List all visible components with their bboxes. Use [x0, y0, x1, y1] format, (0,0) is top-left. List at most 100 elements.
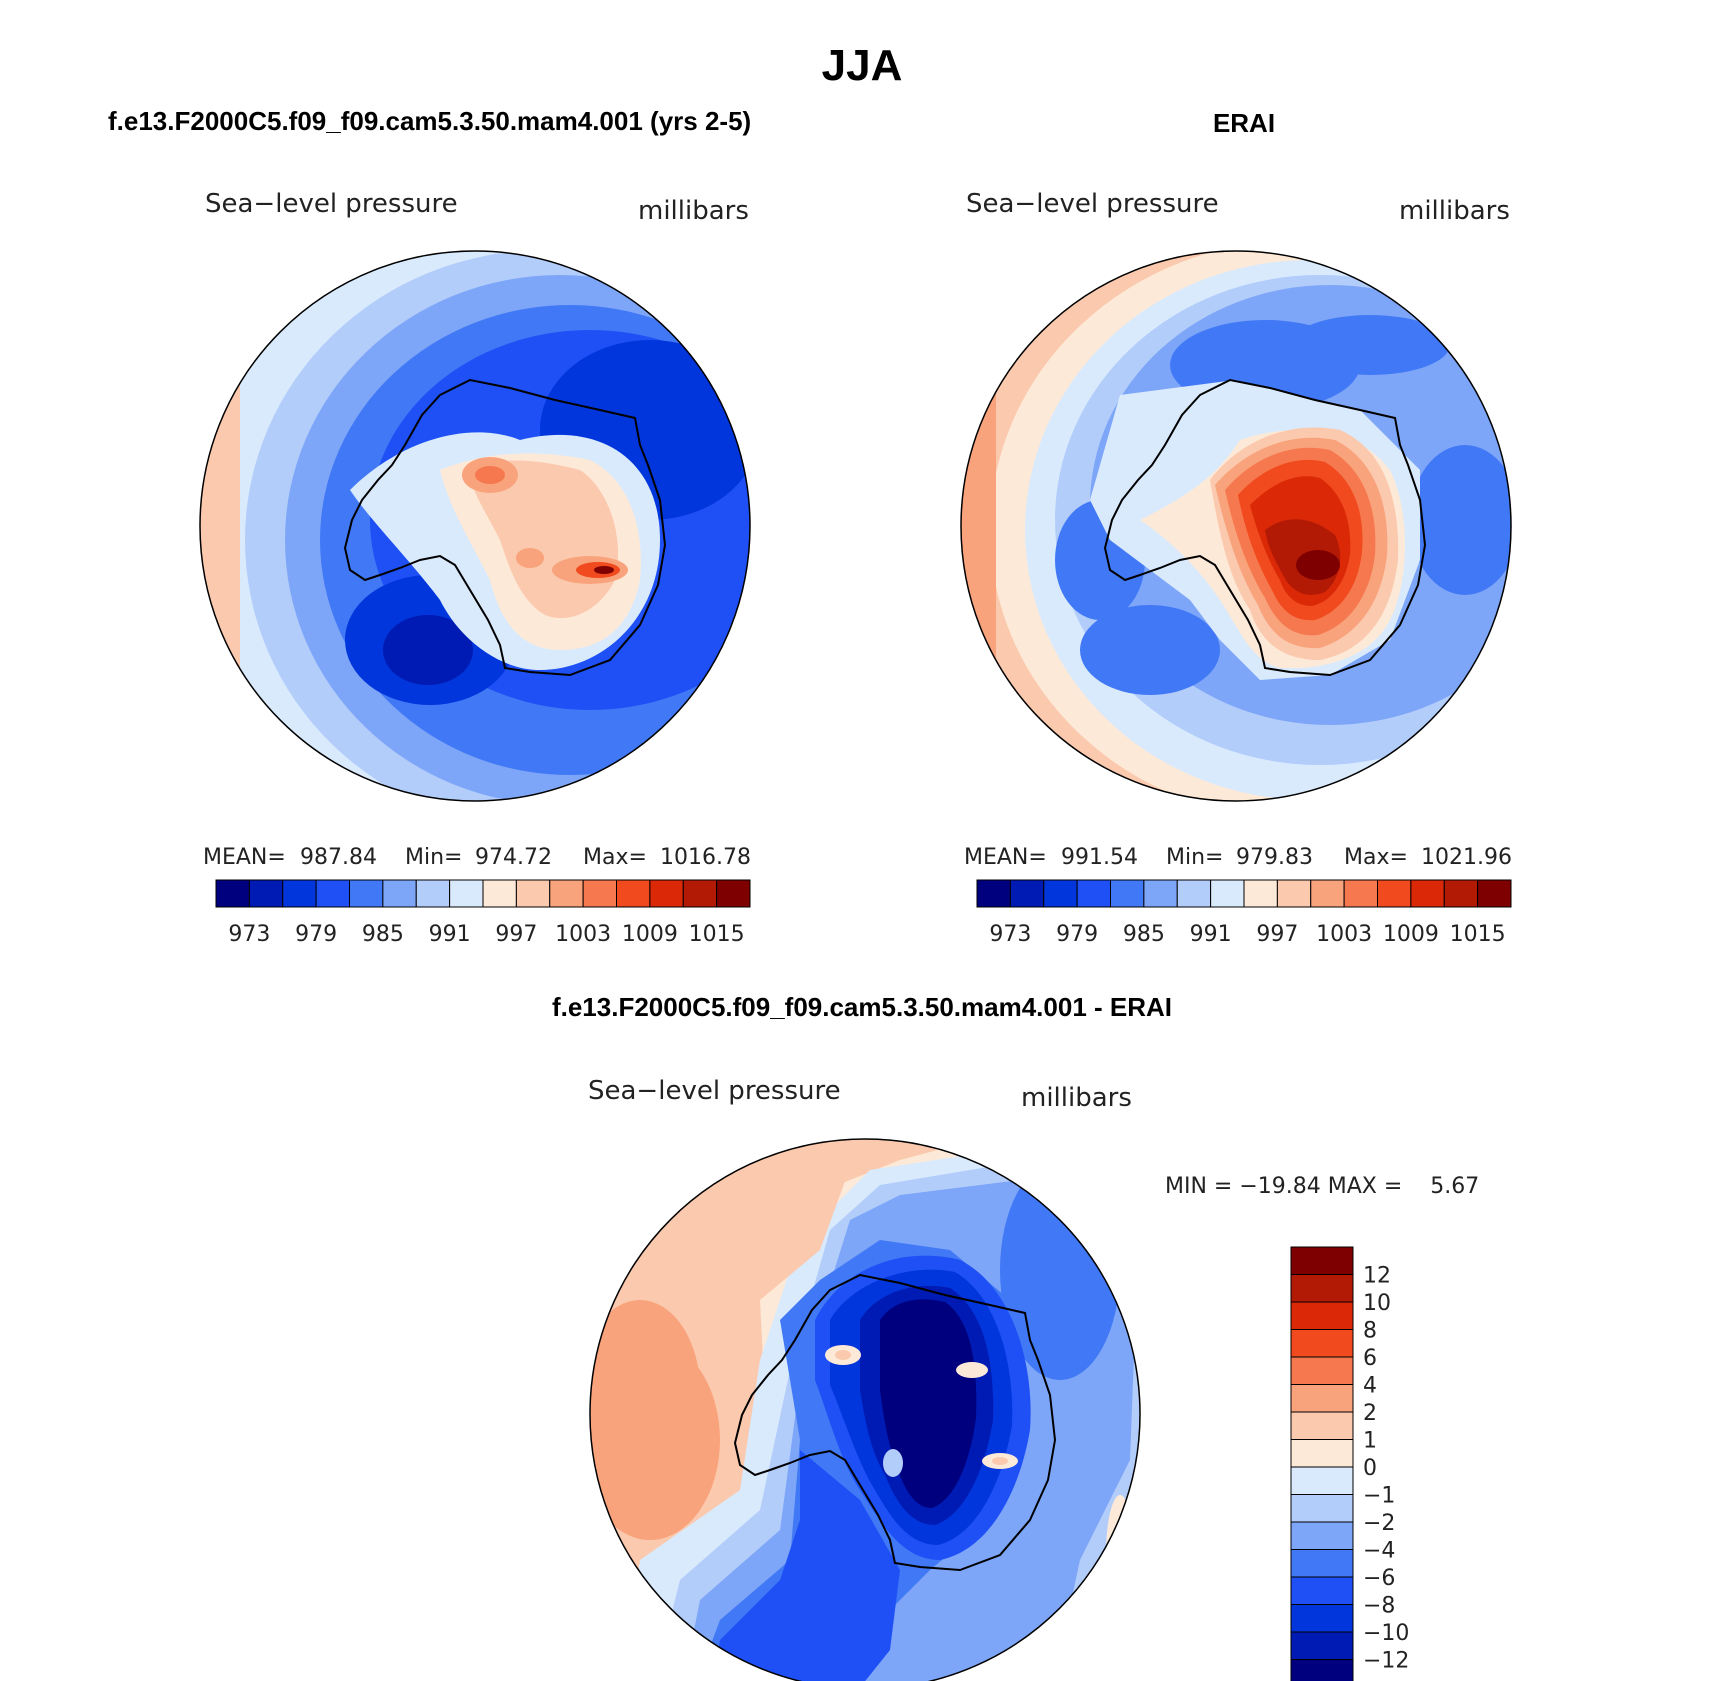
panel-difference: f.e13.F2000C5.f09_f09.cam5.3.50.mam4.001… — [552, 992, 1479, 1681]
colorbar-swatch — [1290, 1631, 1354, 1660]
antarctica-coastline — [1103, 378, 1427, 677]
stat-min-value: 974.72 — [475, 845, 552, 870]
colorbar-swatch — [415, 879, 451, 908]
contour-band — [594, 566, 614, 574]
colorbar-tick-label: −10 — [1363, 1621, 1409, 1646]
colorbar-swatch — [1290, 1466, 1354, 1495]
panel-diff-range: MIN = −19.84 MAX = 5.67 — [1165, 1174, 1479, 1199]
colorbar-swatch — [248, 879, 284, 908]
contour-band — [1106, 1495, 1134, 1615]
page-title: JJA — [822, 41, 903, 90]
colorbar-swatch — [1076, 879, 1111, 908]
colorbar-swatch — [1110, 879, 1145, 908]
colorbar-tick-label: −12 — [1363, 1649, 1409, 1674]
panel-model-left-label: Sea−level pressure — [205, 189, 458, 219]
panel-model-title: f.e13.F2000C5.f09_f09.cam5.3.50.mam4.001… — [108, 106, 751, 136]
pressure-field — [961, 251, 1511, 801]
colorbar-swatch — [1377, 879, 1412, 908]
antarctica-coastline — [733, 1273, 1057, 1572]
contour-band — [516, 548, 544, 568]
colorbar-swatch — [382, 879, 417, 908]
stat-mean-label: MEAN= — [964, 845, 1047, 870]
panel-diff-left-label: Sea−level pressure — [588, 1076, 841, 1106]
colorbar-swatch — [1276, 879, 1312, 908]
stat-mean-label: MEAN= — [203, 845, 286, 870]
contour-band — [590, 1300, 700, 1480]
colorbar-swatch — [1290, 1246, 1354, 1275]
colorbar-swatch — [1290, 1411, 1354, 1440]
panel-erai-map — [961, 251, 1511, 801]
contour-band — [1290, 315, 1450, 375]
difference-field — [590, 1139, 1140, 1681]
colorbar-tick-label: −8 — [1363, 1594, 1395, 1619]
stat-max-value: 1021.96 — [1421, 845, 1512, 870]
colorbar-swatch — [1310, 879, 1345, 908]
contour-band — [475, 466, 505, 484]
stat-min-label: Min= — [1166, 845, 1223, 870]
colorbar-swatch — [1290, 1439, 1354, 1468]
colorbar-tick-label: 12 — [1363, 1264, 1391, 1289]
contour-band — [1080, 605, 1220, 695]
colorbar-swatch — [1290, 1494, 1354, 1523]
colorbar-tick-label: 973 — [228, 922, 270, 947]
colorbar-swatch — [1143, 879, 1178, 908]
map-border — [589, 1138, 1141, 1681]
colorbar-swatch — [1343, 879, 1378, 908]
colorbar-tick-label: 1 — [1363, 1429, 1377, 1454]
panel-model-map — [200, 251, 750, 801]
panel-diff-title: f.e13.F2000C5.f09_f09.cam5.3.50.mam4.001… — [552, 992, 1172, 1022]
panel-erai: ERAI Sea−level pressure millibars — [960, 108, 1512, 947]
colorbar-swatch — [1290, 1274, 1354, 1303]
colorbar-swatch — [1210, 879, 1245, 908]
colorbar-tick-label: 985 — [1123, 922, 1165, 947]
colorbar-tick-label: 4 — [1363, 1374, 1377, 1399]
colorbar-tick-label: 0 — [1363, 1456, 1377, 1481]
colorbar-swatch — [1176, 879, 1212, 908]
colorbar-swatch — [976, 879, 1011, 908]
colorbar-tick-label: 979 — [1056, 922, 1098, 947]
colorbar-swatch — [1290, 1659, 1354, 1681]
contour-band — [835, 1350, 851, 1360]
stat-mean-value: 987.84 — [300, 845, 377, 870]
colorbar-swatch — [315, 879, 350, 908]
colorbar-tick-label: 991 — [429, 922, 471, 947]
colorbar-swatch — [1410, 879, 1445, 908]
panel-model-right-label: millibars — [638, 196, 749, 226]
colorbar-swatch — [1009, 879, 1045, 908]
panel-erai-left-label: Sea−level pressure — [966, 189, 1219, 219]
colorbar-model: 973 979 985 991 997 1003 1009 1015 — [215, 879, 751, 947]
map-border — [960, 250, 1512, 802]
contour-band — [200, 251, 240, 801]
colorbar-swatch — [482, 879, 517, 908]
colorbar-swatch — [649, 879, 684, 908]
colorbar-tick-label: 1015 — [689, 922, 745, 947]
pressure-field — [200, 251, 750, 801]
colorbar-swatch — [215, 879, 250, 908]
colorbar-swatch — [1290, 1301, 1354, 1330]
colorbar-swatch — [1290, 1356, 1354, 1385]
colorbar-tick-label: 997 — [495, 922, 537, 947]
panel-model: f.e13.F2000C5.f09_f09.cam5.3.50.mam4.001… — [108, 106, 751, 947]
colorbar-swatch — [449, 879, 484, 908]
colorbar-swatch — [1043, 879, 1078, 908]
stat-mean-value: 991.54 — [1061, 845, 1138, 870]
contour-band — [1296, 550, 1340, 580]
colorbar-swatch — [582, 879, 617, 908]
contour-band — [961, 251, 996, 801]
contour-band — [992, 1457, 1008, 1465]
contour-band — [710, 1450, 900, 1681]
colorbar-tick-label: 1015 — [1450, 922, 1506, 947]
colorbar-erai: 973 979 985 991 997 1003 1009 1015 — [976, 879, 1512, 947]
colorbar-swatch — [282, 879, 317, 908]
colorbar-swatch — [1443, 879, 1479, 908]
colorbar-swatch — [349, 879, 384, 908]
contour-band — [383, 615, 473, 685]
colorbar-tick-label: 10 — [1363, 1291, 1391, 1316]
colorbar-tick-label: 1009 — [622, 922, 678, 947]
stat-min-value: 979.83 — [1236, 845, 1313, 870]
colorbar-swatch — [515, 879, 551, 908]
colorbar-tick-label: 6 — [1363, 1346, 1377, 1371]
colorbar-tick-label: −6 — [1363, 1566, 1395, 1591]
colorbar-tick-label: 1003 — [1316, 922, 1372, 947]
